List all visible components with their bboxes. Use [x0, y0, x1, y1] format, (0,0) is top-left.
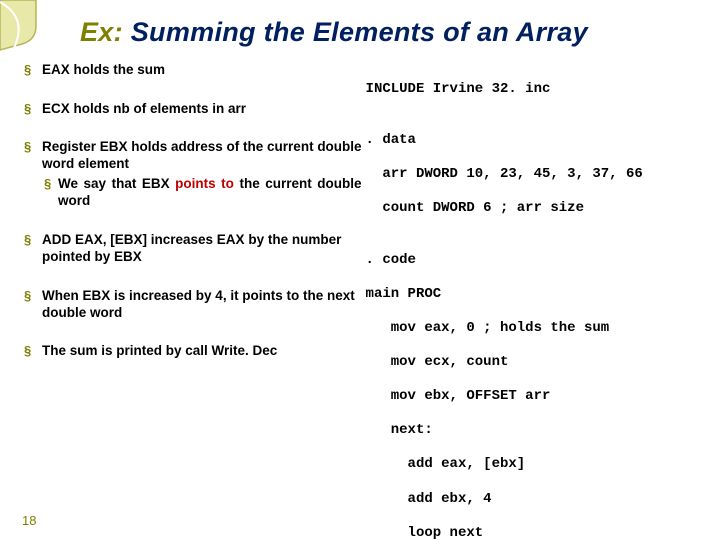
code-line: . code — [366, 252, 690, 269]
code-line: main PROC — [366, 286, 690, 303]
title-rest: Summing the Elements of an Array — [123, 17, 588, 47]
code-line: INCLUDE Irvine 32. inc — [366, 81, 690, 98]
content-columns: EAX holds the sum ECX holds nb of elemen… — [10, 62, 690, 540]
bullet-list: EAX holds the sum ECX holds nb of elemen… — [20, 62, 362, 361]
code-line: mov ecx, count — [366, 354, 690, 371]
sub-bullet-list: We say that EBX points to the current do… — [42, 176, 362, 210]
code-line: next: — [366, 422, 690, 439]
page-title: Ex: Summing the Elements of an Array — [80, 18, 690, 48]
code-line: arr DWORD 10, 23, 45, 3, 37, 66 — [366, 166, 690, 183]
sub-bullet-item: We say that EBX points to the current do… — [42, 176, 362, 210]
slide-number: 18 — [22, 513, 36, 528]
bullet-item: When EBX is increased by 4, it points to… — [20, 288, 362, 322]
bullet-column: EAX holds the sum ECX holds nb of elemen… — [10, 62, 362, 540]
code-line: . data — [366, 132, 690, 149]
points-to-text: points to — [175, 176, 234, 191]
bullet-item: ECX holds nb of elements in arr — [20, 101, 362, 118]
bullet-item: EAX holds the sum — [20, 62, 362, 79]
corner-accent — [0, 0, 46, 60]
code-column: INCLUDE Irvine 32. inc . data arr DWORD … — [366, 62, 690, 540]
bullet-text: Register EBX holds address of the curren… — [42, 139, 362, 171]
code-line: mov ebx, OFFSET arr — [366, 388, 690, 405]
bullet-item: The sum is printed by call Write. Dec — [20, 343, 362, 360]
slide: Ex: Summing the Elements of an Array EAX… — [0, 0, 720, 540]
code-line: loop next — [366, 525, 690, 540]
code-line: add ebx, 4 — [366, 491, 690, 508]
code-line: count DWORD 6 ; arr size — [366, 200, 690, 217]
code-line: mov eax, 0 ; holds the sum — [366, 320, 690, 337]
title-highlight: Ex: — [80, 17, 123, 47]
code-block: INCLUDE Irvine 32. inc . data arr DWORD … — [366, 64, 690, 540]
bullet-item: Register EBX holds address of the curren… — [20, 139, 362, 210]
bullet-item: ADD EAX, [EBX] increases EAX by the numb… — [20, 232, 362, 266]
sub-text-a: We say that EBX — [58, 176, 175, 191]
code-line: add eax, [ebx] — [366, 456, 690, 473]
